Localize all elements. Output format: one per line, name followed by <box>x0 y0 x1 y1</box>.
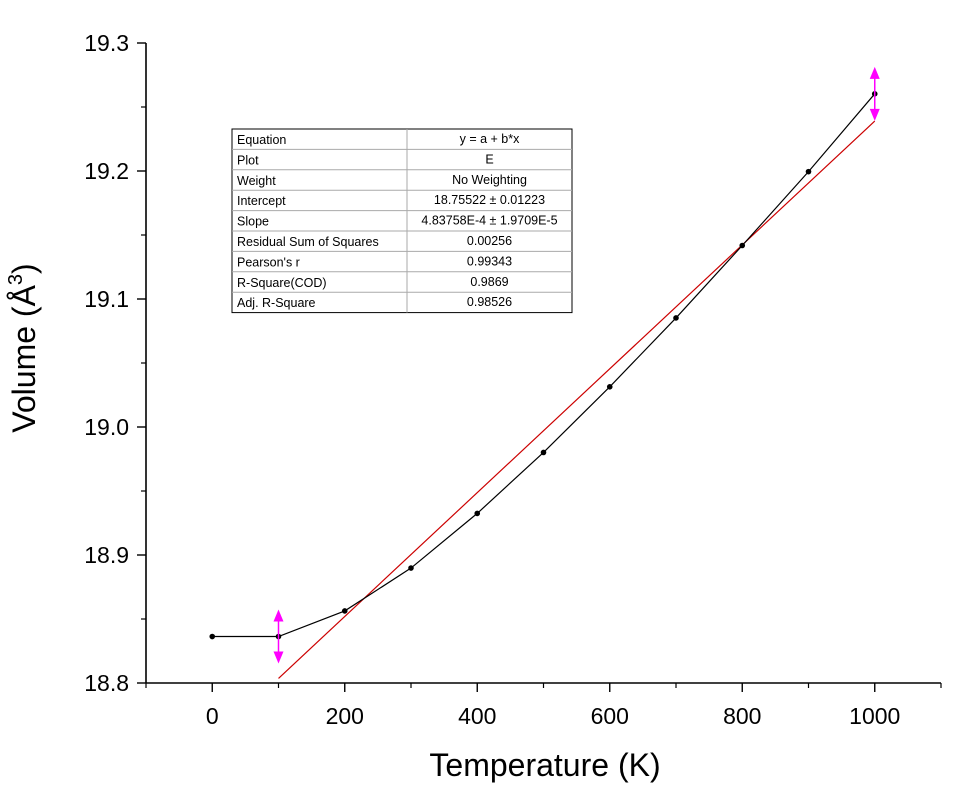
data-point <box>474 510 481 517</box>
linear-fit-line <box>278 120 876 679</box>
x-tick-label: 600 <box>591 703 629 729</box>
fit-range-marker <box>869 66 880 121</box>
stats-table-value: 0.00256 <box>467 234 512 248</box>
data-point <box>606 384 613 390</box>
y-axis-title-close: ) <box>6 263 42 274</box>
y-tick-label: 19.2 <box>84 158 129 184</box>
stats-table-frame <box>231 128 573 314</box>
stats-table-value: 4.83758E-4 ± 1.9709E-5 <box>421 214 557 228</box>
fit-range-arrow-down <box>273 651 284 664</box>
stats-table-value: E <box>485 152 493 166</box>
stats-table-value: 0.99343 <box>467 254 512 268</box>
stats-table-label: Plot <box>237 153 259 167</box>
stats-table-value: 18.75522 ± 0.01223 <box>434 193 545 207</box>
data-point <box>673 315 679 321</box>
stats-table-label: Intercept <box>237 194 286 208</box>
fit-range-markers <box>273 66 880 664</box>
stats-table-label: Residual Sum of Squares <box>237 235 379 249</box>
stats-table-label: Slope <box>237 215 269 229</box>
y-tick-label: 18.8 <box>84 670 129 696</box>
y-axis-title: Volume (Å3) <box>5 263 42 432</box>
x-tick-label: 0 <box>206 703 219 729</box>
fit-range-arrow-up <box>869 66 880 79</box>
fit-range-marker <box>273 609 284 664</box>
stats-table-label: Adj. R-Square <box>237 296 316 310</box>
stats-table-value: y = a + b*x <box>460 132 521 146</box>
linear-fit-layer <box>278 120 876 679</box>
data-point <box>209 633 216 640</box>
x-tick-label: 200 <box>326 703 364 729</box>
data-point <box>341 608 348 614</box>
stats-table-value: 0.98526 <box>467 295 512 309</box>
stats-table-label: Weight <box>237 174 276 188</box>
data-point <box>540 449 547 456</box>
stats-table-value: 0.9869 <box>470 275 508 289</box>
fit-statistics-table: Equation y = a + b*x Plot E Weight No Weighti… <box>231 128 573 314</box>
stats-table-label: R-Square(COD) <box>237 276 327 290</box>
x-tick-label: 1000 <box>849 703 900 729</box>
data-point <box>805 168 812 175</box>
y-tick-label: 18.9 <box>84 542 129 568</box>
y-tick-label: 19.3 <box>84 30 129 56</box>
stats-table-label: Equation <box>237 133 286 147</box>
data-point <box>739 242 746 249</box>
x-axis-title: Temperature (K) <box>429 747 660 783</box>
y-tick-label: 19.1 <box>84 286 129 312</box>
stats-table-value: No Weighting <box>452 173 527 187</box>
axis-titles: Temperature (K) Volume (Å3) <box>5 263 661 783</box>
data-layer <box>209 91 878 640</box>
data-point <box>408 565 414 571</box>
x-tick-label: 800 <box>723 703 761 729</box>
fit-range-arrow-up <box>273 609 284 622</box>
x-tick-label: 400 <box>458 703 496 729</box>
stats-table-label: Pearson's r <box>237 255 300 269</box>
fit-range-arrow-down <box>869 108 880 121</box>
y-tick-label: 19.0 <box>84 414 129 440</box>
y-axis-title-superscript: 3 <box>5 274 27 285</box>
axes: 0 200 400 600 800 1000 18.8 18.9 19.0 19.1 19.2 19.… <box>84 30 942 729</box>
y-axis-title-main: Volume (Å <box>6 284 42 432</box>
